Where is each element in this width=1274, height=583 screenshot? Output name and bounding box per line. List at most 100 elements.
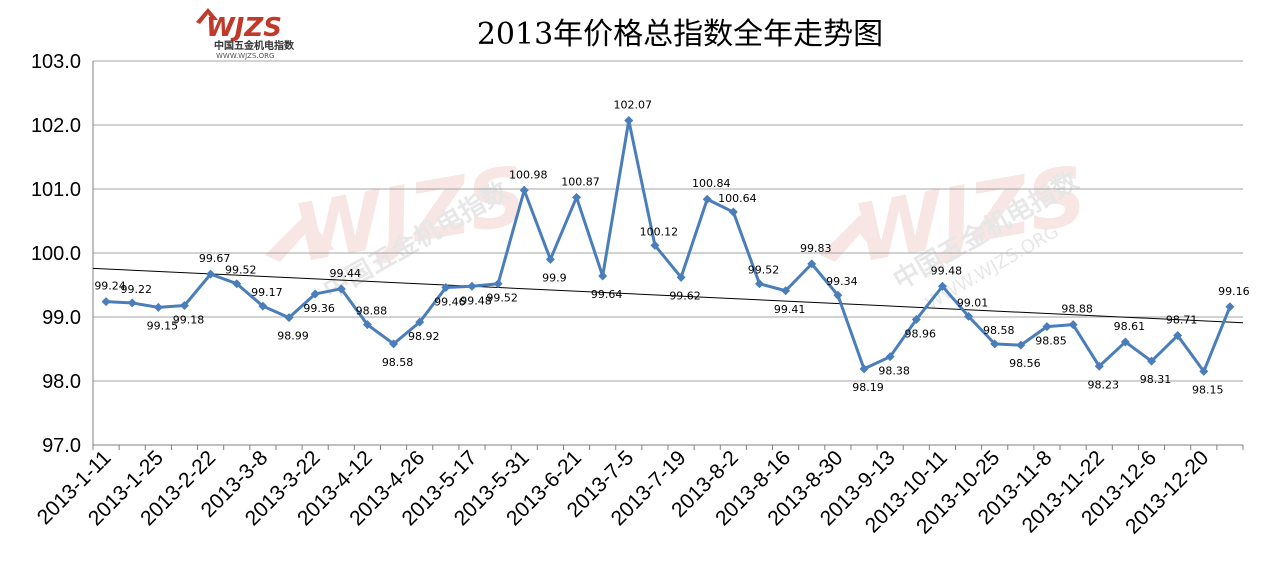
data-point-marker [467, 281, 477, 291]
data-label: 99.24 [94, 280, 126, 293]
data-point-marker [598, 271, 608, 281]
data-label: 99.52 [486, 292, 518, 305]
data-point-marker [1147, 356, 1157, 366]
axes [92, 61, 1244, 450]
data-label: 99.22 [120, 283, 152, 296]
data-point-marker [1225, 302, 1235, 312]
data-label: 98.88 [356, 305, 388, 318]
series-line [105, 119, 1232, 373]
data-label: 98.71 [1166, 314, 1198, 327]
watermark-logo-text-2: WJZS [847, 149, 1093, 281]
data-label: 99.48 [460, 294, 492, 307]
data-label: 99.34 [826, 275, 858, 288]
data-label: 100.64 [718, 192, 757, 205]
data-label: 98.99 [277, 330, 309, 343]
trendline [92, 267, 1244, 324]
logo-chinese-text: 中国五金机电指数 [214, 39, 295, 52]
y-tick-label: 103.0 [31, 51, 81, 73]
data-label: 99.15 [147, 319, 179, 332]
data-point-marker [519, 185, 529, 195]
data-point-marker [153, 302, 163, 312]
data-point-marker [1199, 366, 1209, 376]
data-point-marker [441, 283, 451, 293]
data-label: 102.07 [614, 99, 653, 112]
data-label: 99.16 [1218, 285, 1250, 298]
data-point-marker [179, 300, 189, 310]
data-point-marker [127, 298, 137, 308]
data-point-marker [702, 194, 712, 204]
gridlines [93, 60, 1243, 446]
y-tick-label: 100.0 [31, 243, 81, 265]
data-label: 99.17 [251, 286, 283, 299]
data-point-marker [781, 286, 791, 296]
data-point-marker [1173, 331, 1183, 341]
data-point-marker [964, 311, 974, 321]
data-label: 99.62 [669, 289, 701, 302]
y-tick-label: 99.0 [42, 307, 81, 329]
data-label: 98.38 [878, 365, 910, 378]
data-label: 98.92 [408, 330, 440, 343]
data-point-marker [990, 339, 1000, 349]
data-label: 99.01 [957, 296, 989, 309]
data-label: 99.41 [774, 303, 806, 316]
y-tick-label: 102.0 [31, 115, 81, 137]
logo-arrow-icon [196, 8, 218, 24]
data-point-marker [310, 289, 320, 299]
data-label: 98.96 [905, 328, 937, 341]
data-label: 98.58 [983, 324, 1015, 337]
data-point-marker [859, 364, 869, 374]
data-label: 99.44 [330, 267, 362, 280]
data-point-marker [572, 192, 582, 202]
data-point-marker [493, 279, 503, 289]
data-point-marker [258, 301, 268, 311]
data-label: 98.56 [1009, 357, 1041, 370]
watermark-arrow-icon-2 [820, 215, 890, 262]
data-point-marker [624, 116, 634, 126]
data-label: 98.31 [1140, 373, 1172, 386]
data-label: 98.15 [1192, 383, 1224, 396]
data-point-marker [650, 240, 660, 250]
data-point-marker [545, 254, 555, 264]
data-label: 100.98 [509, 168, 548, 181]
data-point-marker [206, 269, 216, 279]
data-label: 99.9 [542, 271, 567, 284]
trendline-line [92, 267, 1244, 324]
data-point-marker [676, 272, 686, 282]
data-point-marker [807, 259, 817, 269]
data-label: 98.58 [382, 356, 414, 369]
wjzs-logo: WJZS 中国五金机电指数 WWW.WJZS.ORG [196, 8, 295, 60]
watermark-right: WJZS 中国五金机电指数 WWW.WJZS.ORG [820, 149, 1093, 314]
data-point-marker [728, 207, 738, 217]
data-point-marker [362, 320, 372, 330]
data-point-marker [885, 352, 895, 362]
data-point-marker [389, 339, 399, 349]
data-label: 99.36 [303, 302, 335, 315]
logo-url-text: WWW.WJZS.ORG [216, 52, 274, 60]
data-label: 99.52 [225, 264, 257, 277]
y-axis-ticks: 97.0 98.0 99.0 100.0 101.0 102.0 103.0 [31, 51, 81, 457]
data-point-marker [336, 284, 346, 294]
data-label: 98.85 [1035, 335, 1067, 348]
y-tick-label: 98.0 [42, 371, 81, 393]
data-label: 100.12 [640, 225, 679, 238]
series-markers [101, 116, 1235, 376]
data-label: 98.88 [1061, 303, 1093, 316]
data-point-marker [101, 297, 111, 307]
data-point-marker [833, 290, 843, 300]
data-label: 99.18 [173, 313, 205, 326]
data-point-marker [232, 279, 242, 289]
data-label: 99.64 [591, 288, 623, 301]
data-point-marker [754, 279, 764, 289]
data-label: 99.46 [434, 296, 466, 309]
data-label: 99.52 [748, 264, 780, 277]
series-polyline [105, 119, 1232, 373]
x-axis-ticks: 2013-1-112013-1-252013-2-222013-3-82013-… [33, 446, 1214, 538]
data-label: 98.23 [1088, 378, 1120, 391]
data-labels: 99.2499.2299.1599.1899.6799.5299.1798.99… [94, 99, 1249, 397]
data-label: 100.84 [692, 177, 731, 190]
data-point-marker [1094, 361, 1104, 371]
data-label: 99.48 [931, 264, 963, 277]
y-tick-label: 97.0 [42, 435, 81, 457]
data-label: 100.87 [561, 175, 600, 188]
data-point-marker [1068, 320, 1078, 330]
